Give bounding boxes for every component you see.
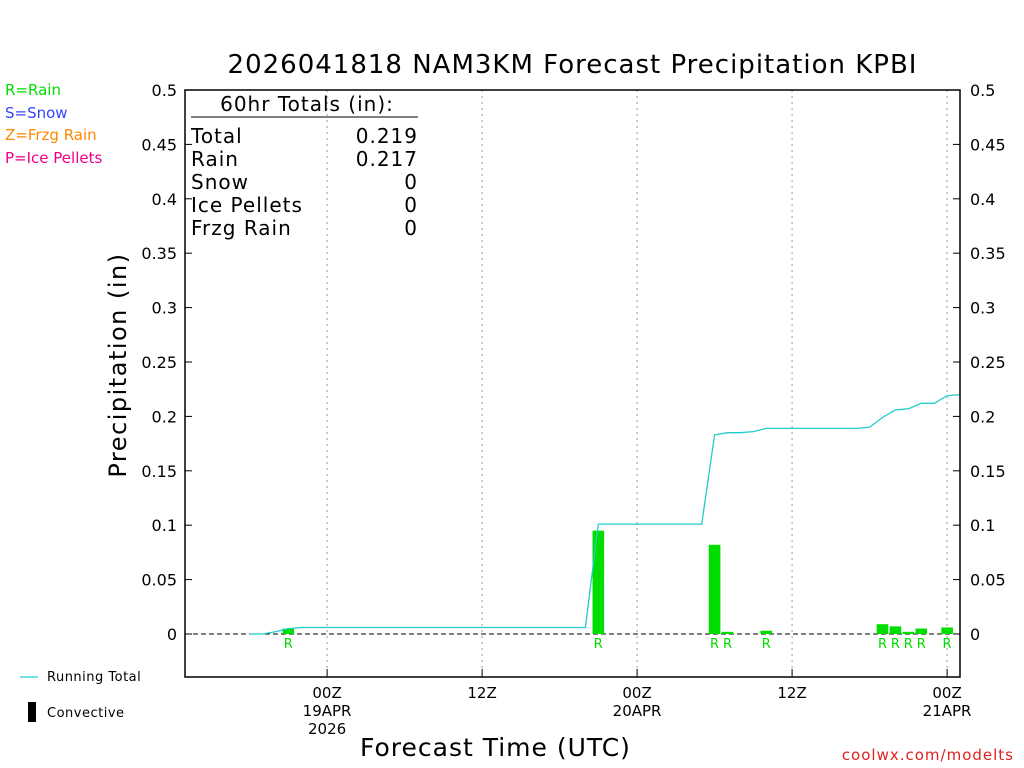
- x-tick-label: 00Z: [932, 684, 961, 702]
- legend-ice-pellets: P=Ice Pellets: [5, 149, 103, 167]
- precip-type-label: R: [891, 637, 900, 652]
- x-tick-label: 20APR: [613, 702, 662, 720]
- convective-key-label: Convective: [47, 706, 125, 721]
- precip-bar: [941, 627, 953, 634]
- totals-row-label: Frzg Rain: [191, 216, 292, 240]
- y-tick-label-left: 0.35: [141, 244, 177, 263]
- y-tick-label-left: 0.4: [152, 190, 177, 209]
- totals-heading: 60hr Totals (in):: [220, 92, 394, 116]
- precip-bar: [592, 530, 605, 634]
- y-tick-label-right: 0.4: [970, 190, 995, 209]
- chart-title: 2026041818 NAM3KM Forecast Precipitation…: [227, 50, 918, 80]
- precip-bar: [889, 626, 902, 634]
- x-tick-label: 21APR: [923, 702, 972, 720]
- totals-row-value: 0.217: [356, 147, 418, 171]
- precip-type-label: R: [878, 637, 887, 652]
- totals-row-label: Rain: [191, 147, 239, 171]
- precip-bar: [721, 631, 734, 634]
- precip-bar: [708, 544, 721, 634]
- precip-bar: [915, 628, 928, 634]
- y-tick-label-right: 0.2: [970, 407, 995, 426]
- y-tick-label-left: 0.45: [141, 135, 177, 154]
- y-tick-label-left: 0.3: [152, 299, 177, 318]
- precip-type-label: R: [762, 637, 771, 652]
- precip-type-label: R: [594, 637, 603, 652]
- x-tick-label: 12Z: [777, 684, 806, 702]
- precip-bar: [760, 630, 773, 634]
- y-tick-label-right: 0.05: [970, 571, 1006, 590]
- running-total-line: [249, 393, 961, 635]
- y-tick-label-left: 0.5: [152, 81, 177, 100]
- precip-type-label: R: [917, 637, 926, 652]
- precip-bar: [902, 631, 915, 634]
- totals-row-value: 0: [404, 170, 418, 194]
- legend-rain: R=Rain: [5, 81, 61, 99]
- x-tick-label: 00Z: [622, 684, 651, 702]
- precip-type-label: R: [904, 637, 913, 652]
- y-tick-label-right: 0.35: [970, 244, 1006, 263]
- x-tick-label: 19APR: [303, 702, 352, 720]
- precip-type-label: R: [723, 637, 732, 652]
- legend-freezing-rain: Z=Frzg Rain: [5, 126, 97, 144]
- precip-type-label: R: [943, 637, 952, 652]
- y-tick-label-right: 0.5: [970, 81, 995, 100]
- y-tick-label-right: 0: [970, 625, 980, 644]
- precip-type-label: R: [710, 637, 719, 652]
- totals-row-label: Snow: [191, 170, 249, 194]
- precip-bar: [876, 624, 889, 634]
- totals-row-value: 0: [404, 193, 418, 217]
- totals-row-value: 0.219: [356, 124, 418, 148]
- credit-text: coolwx.com/modelts: [841, 746, 1014, 764]
- plot-frame: [184, 89, 961, 678]
- y-tick-label-left: 0.25: [141, 353, 177, 372]
- totals-row-label: Total: [190, 124, 243, 148]
- y-tick-label-left: 0: [167, 625, 177, 644]
- totals-row-value: 0: [404, 216, 418, 240]
- y-tick-label-right: 0.45: [970, 135, 1006, 154]
- precip-type-label: R: [284, 637, 293, 652]
- y-tick-label-left: 0.1: [152, 516, 177, 535]
- totals-row-label: Ice Pellets: [191, 193, 303, 217]
- y-tick-label-right: 0.3: [970, 299, 995, 318]
- y-tick-label-left: 0.05: [141, 571, 177, 590]
- running-total-key-label: Running Total: [47, 670, 142, 685]
- y-tick-label-left: 0.15: [141, 462, 177, 481]
- x-tick-label: 12Z: [467, 684, 496, 702]
- y-tick-label-right: 0.15: [970, 462, 1006, 481]
- x-axis-label: Forecast Time (UTC): [360, 733, 631, 762]
- x-tick-label: 2026: [308, 720, 346, 738]
- y-tick-label-left: 0.2: [152, 407, 177, 426]
- x-tick-label: 00Z: [312, 684, 341, 702]
- y-tick-label-right: 0.1: [970, 516, 995, 535]
- y-tick-label-right: 0.25: [970, 353, 1006, 372]
- legend-snow: S=Snow: [5, 104, 68, 122]
- convective-key-swatch: [28, 702, 36, 722]
- precip-bar: [282, 628, 295, 634]
